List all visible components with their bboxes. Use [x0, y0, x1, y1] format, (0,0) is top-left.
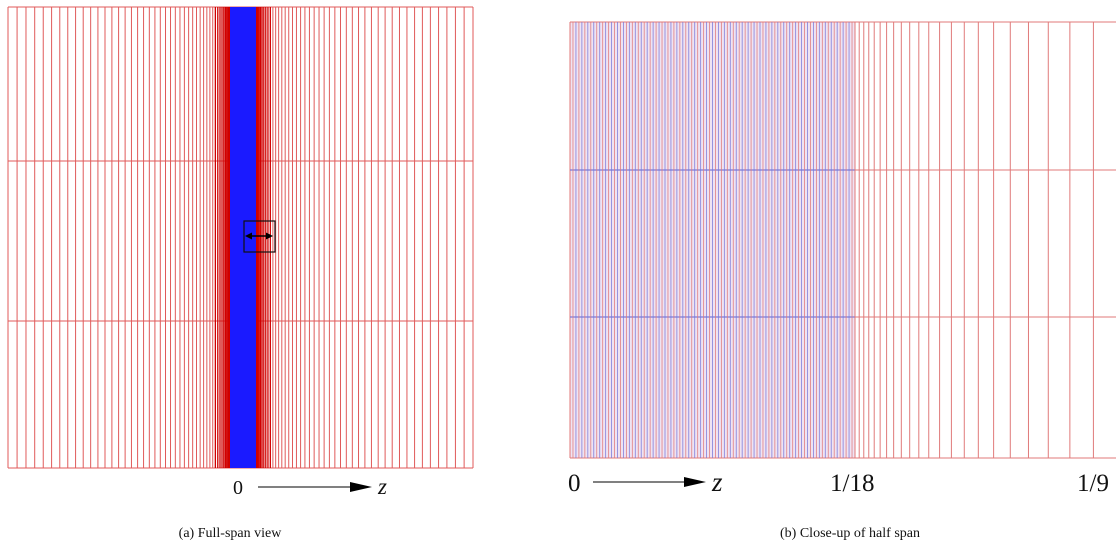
panel-b-mesh	[569, 21, 1116, 459]
panel-a: 0 z (a) Full-span view	[7, 6, 474, 541]
panel-a-mesh	[7, 6, 474, 469]
panel-a-axis-var: z	[377, 474, 387, 499]
panel-b-axis-var: z	[711, 467, 723, 497]
panel-a-caption: (a) Full-span view	[179, 526, 283, 541]
panel-a-axis-arrow	[258, 482, 372, 492]
panel-a-blue-core-band	[230, 7, 256, 468]
panel-a-axis-origin: 0	[233, 477, 243, 499]
panel-b: 0 z 1/18 1/9 (b) Close-up of half span	[568, 21, 1116, 541]
panel-b-caption: (b) Close-up of half span	[780, 526, 920, 541]
panel-b-tick-mid: 1/18	[830, 470, 874, 497]
panel-a-zoom-box	[243, 220, 276, 253]
panel-b-axis-origin: 0	[568, 470, 581, 497]
panel-b-axis-arrow	[593, 477, 706, 487]
panel-b-tick-end: 1/9	[1077, 470, 1109, 497]
panel-a-zoom-arrows	[245, 232, 273, 240]
